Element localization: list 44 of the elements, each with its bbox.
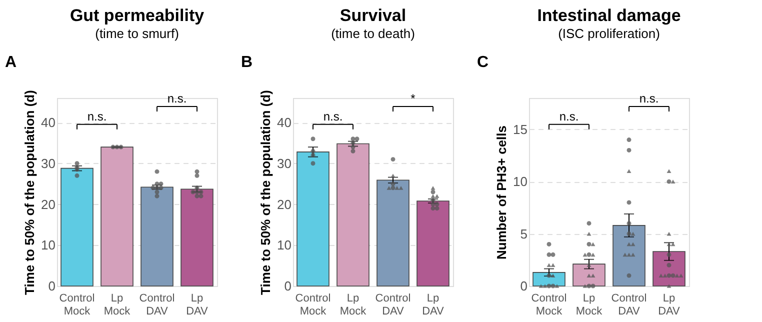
- text: B: [241, 54, 253, 71]
- annotation: n.s.: [559, 109, 579, 124]
- x-tick-label: Control Mock: [531, 292, 567, 318]
- x-tick-label: Control Mock: [295, 292, 331, 318]
- annotation: n.s.: [87, 109, 107, 124]
- y-tick-label: 20: [277, 196, 292, 212]
- y-axis-title: Time to 50% of the population (d): [258, 90, 274, 295]
- y-tick-label: 30: [41, 156, 56, 171]
- y-axis-title: Time to 50% of the population (d): [22, 90, 38, 295]
- y-tick-label: 20: [41, 196, 56, 212]
- chart-subtitle: (ISC proliferation): [558, 26, 660, 41]
- y-tick-label: 10: [277, 238, 292, 253]
- text: C: [477, 54, 489, 71]
- y-tick-label: 5: [520, 226, 528, 242]
- annotation: n.s.: [639, 91, 659, 106]
- x-tick-label: Lp DAV: [658, 292, 681, 318]
- y-tick-label: 0: [520, 278, 528, 294]
- annotation: n.s.: [323, 109, 343, 124]
- x-tick-label: Lp Mock: [576, 292, 603, 318]
- x-tick-label: Lp DAV: [186, 292, 209, 318]
- x-tick-label: Control Mock: [59, 292, 95, 318]
- x-tick-label: Control DAV: [375, 292, 411, 318]
- annotation: *: [410, 91, 416, 106]
- y-tick-label: 30: [277, 156, 292, 171]
- chart-subtitle: (time to death): [331, 26, 415, 41]
- y-tick-label: 15: [513, 122, 528, 137]
- chart-title: Survival: [340, 6, 406, 25]
- chart-title: Gut permeability: [70, 6, 205, 25]
- y-tick-label: 0: [48, 278, 56, 294]
- x-tick-label: Lp Mock: [340, 292, 367, 318]
- annotation: n.s.: [167, 91, 187, 106]
- y-tick-label: 0: [284, 278, 292, 294]
- x-tick-label: Control DAV: [139, 292, 175, 318]
- x-tick-label: Control DAV: [611, 292, 647, 318]
- y-tick-label: 10: [41, 238, 56, 253]
- x-tick-label: Lp Mock: [104, 292, 131, 318]
- y-tick-label: 40: [41, 115, 56, 130]
- y-tick-label: 40: [277, 115, 292, 130]
- y-tick-label: 10: [513, 174, 528, 190]
- text: A: [5, 54, 17, 71]
- chart-subtitle: (time to smurf): [95, 26, 179, 41]
- x-tick-label: Lp DAV: [422, 292, 445, 318]
- y-axis-title: Number of PH3+ cells: [494, 125, 510, 260]
- chart-title: Intestinal damage: [537, 6, 681, 25]
